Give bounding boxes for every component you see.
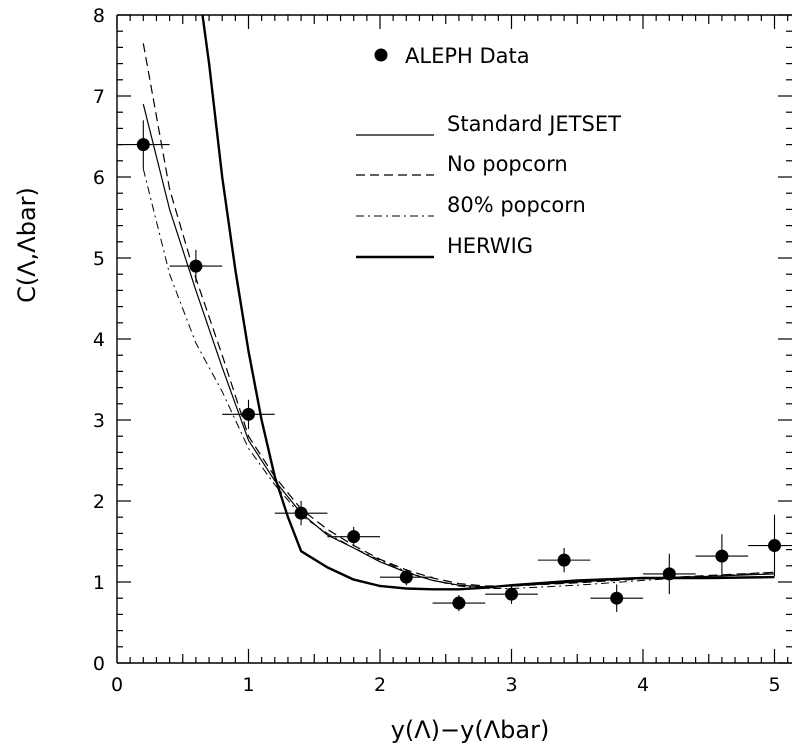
data-point: [505, 587, 518, 601]
axis-ticks: 0 1 2 3 4 5 6 7 8 0 1 2 3 4 5: [93, 5, 792, 696]
curve-herwig: [201, 14, 775, 591]
legend-label-no-popcorn: No popcorn: [447, 152, 568, 176]
data-point: [136, 138, 150, 152]
x-tick-label: 0: [111, 674, 123, 696]
y-tick-label: 5: [93, 248, 105, 270]
legend: ALEPH Data Standard JETSET No popcorn 80% p…: [356, 44, 621, 259]
y-tick-label: 3: [93, 410, 105, 432]
data-point: [294, 506, 308, 520]
curve-standard-jetset: [142, 103, 775, 588]
y-tick-label: 1: [93, 572, 105, 594]
data-point: [662, 567, 676, 581]
legend-label-80-popcorn: 80% popcorn: [447, 193, 586, 217]
x-axis-title: y(Λ)−y(Λbar): [391, 716, 550, 744]
data-point: [189, 259, 203, 273]
x-tick-label: 2: [374, 674, 386, 696]
x-tick-label: 1: [242, 674, 254, 696]
y-tick-label: 4: [93, 329, 105, 351]
y-tick-label: 7: [93, 86, 105, 108]
y-tick-label: 0: [93, 653, 105, 675]
legend-label-standard-jetset: Standard JETSET: [447, 112, 621, 136]
x-tick-label: 3: [505, 674, 517, 696]
data-points: [117, 120, 792, 612]
model-curves: [142, 14, 775, 591]
x-tick-label: 4: [637, 674, 649, 696]
data-point: [768, 539, 781, 553]
legend-label-herwig: HERWIG: [447, 234, 533, 258]
x-tick-label: 5: [768, 674, 780, 696]
data-point: [557, 553, 571, 567]
y-tick-label: 8: [93, 5, 105, 27]
y-tick-label: 2: [93, 491, 105, 513]
y-axis-title: C(Λ,Λbar): [13, 187, 41, 303]
curve-80-popcorn: [142, 168, 775, 589]
data-point: [452, 596, 466, 610]
data-point: [715, 549, 729, 563]
data-point: [242, 407, 255, 421]
data-point: [347, 530, 361, 544]
y-tick-label: 6: [93, 167, 105, 189]
data-point: [399, 570, 413, 584]
legend-marker-data: [374, 48, 388, 62]
legend-label-data: ALEPH Data: [405, 44, 530, 68]
data-point: [610, 591, 624, 605]
curve-no-popcorn: [142, 43, 775, 587]
